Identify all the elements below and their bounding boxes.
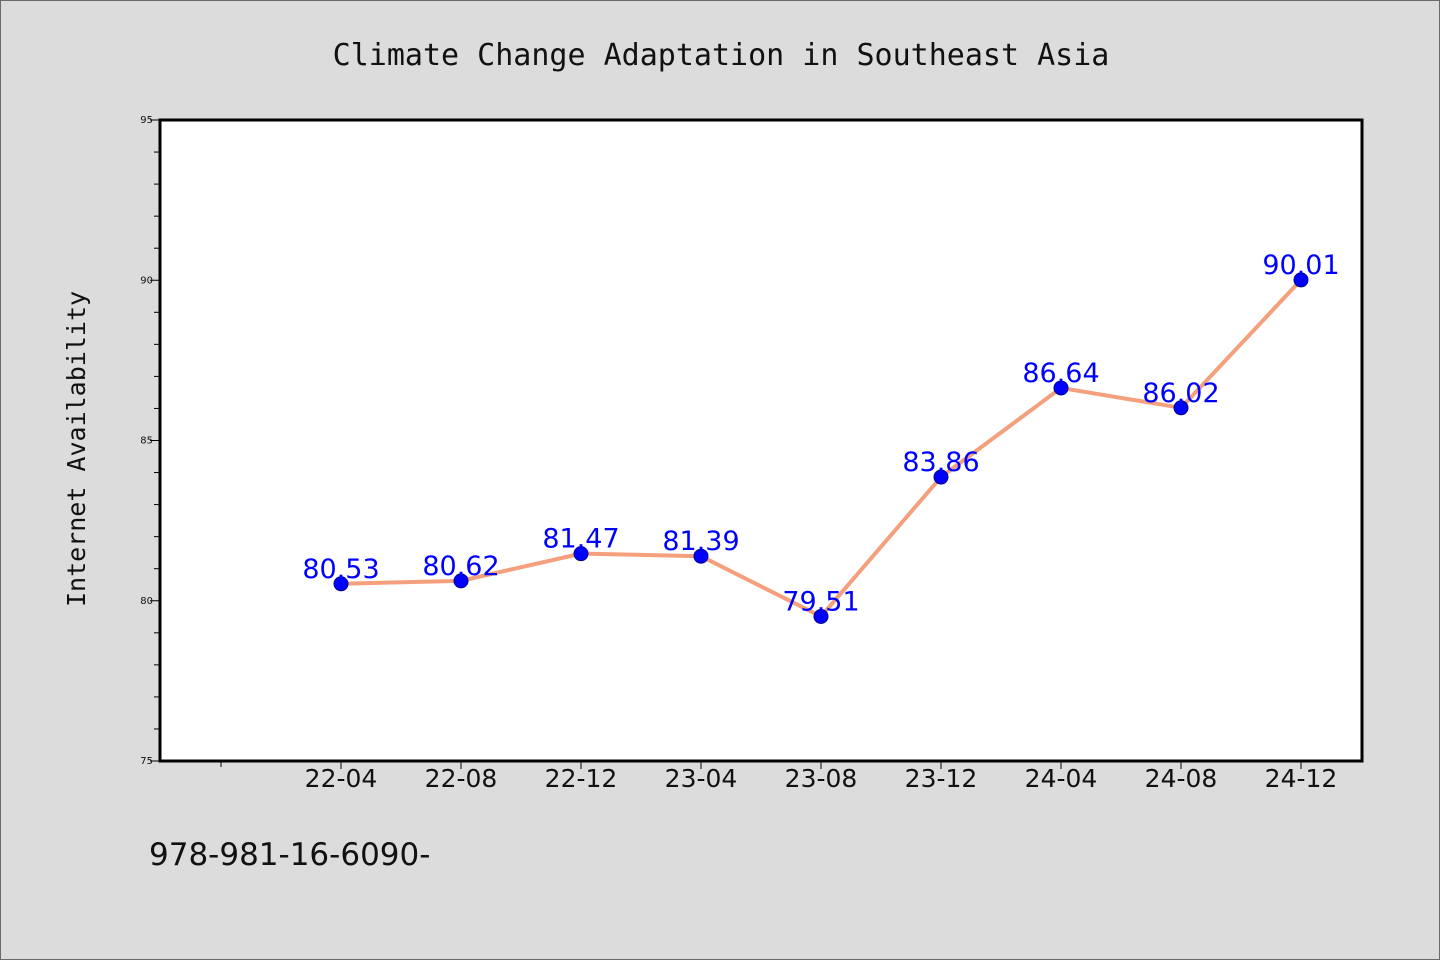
- x-tick-label: 24-08: [1145, 764, 1218, 793]
- x-tick-label: 24-04: [1025, 764, 1098, 793]
- data-point: [333, 576, 349, 592]
- data-point: [693, 548, 709, 564]
- data-label: 79.51: [782, 586, 859, 617]
- data-label: 90.01: [1262, 250, 1339, 281]
- y-tick-label: 80: [140, 596, 153, 607]
- data-label: 83.86: [902, 447, 979, 478]
- data-label: 81.47: [542, 524, 619, 555]
- footer-text: 978-981-16-6090-: [149, 837, 430, 873]
- x-axis: 22-04 22-08 22-12 23-04 23-08 23-12 24-04 24-08…: [220, 761, 1338, 793]
- y-axis: 75 80 85 90 95: [140, 115, 160, 767]
- data-point: [573, 546, 589, 562]
- chart-title: Climate Change Adaptation in Southeast A…: [333, 38, 1110, 73]
- data-point: [453, 573, 469, 589]
- y-axis-label: Internet Availability: [62, 291, 91, 607]
- data-markers: [333, 272, 1309, 624]
- x-tick-label: 23-04: [665, 764, 738, 793]
- plot-border: [158, 118, 1364, 763]
- data-label: 80.62: [422, 551, 499, 582]
- x-tick-label: 22-12: [545, 764, 618, 793]
- y-tick-label: 75: [140, 756, 153, 767]
- data-point: [1053, 380, 1069, 396]
- data-label: 86.02: [1142, 378, 1219, 409]
- x-tick-label: 23-12: [905, 764, 978, 793]
- y-tick-label: 85: [140, 436, 153, 447]
- data-label: 80.53: [302, 554, 379, 585]
- x-tick-label: 22-04: [305, 764, 378, 793]
- data-label: 86.64: [1022, 358, 1099, 389]
- x-tick-label: 24-12: [1265, 764, 1338, 793]
- plot-area: [160, 120, 1362, 761]
- data-point: [1293, 272, 1309, 288]
- x-tick-label: 23-08: [785, 764, 858, 793]
- x-tick-label: 22-08: [425, 764, 498, 793]
- data-label: 81.39: [662, 526, 739, 557]
- y-tick-label: 90: [140, 275, 153, 286]
- data-point: [933, 469, 949, 485]
- data-point: [813, 608, 829, 624]
- data-point: [1173, 400, 1189, 416]
- y-tick-label: 95: [140, 115, 153, 126]
- data-labels: 80.53 80.62 81.47 81.39 79.51 83.86 86.64 86.02…: [302, 250, 1339, 618]
